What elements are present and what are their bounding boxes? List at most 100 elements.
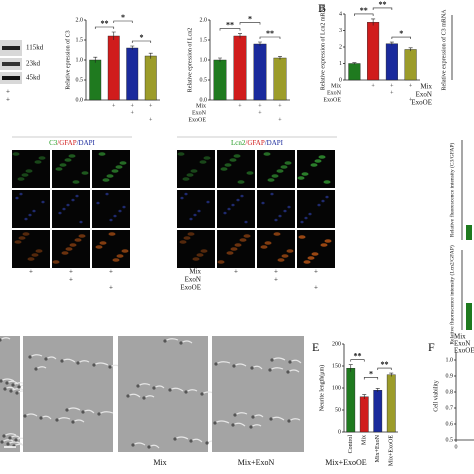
- blot-band: [2, 46, 20, 50]
- cell-body: [179, 341, 183, 345]
- error-bar: [362, 394, 367, 399]
- cell-signal: [21, 173, 29, 177]
- cell-signal: [24, 217, 28, 221]
- cell-signal: [230, 247, 238, 251]
- micrograph: [217, 150, 255, 188]
- cell-body: [23, 414, 27, 418]
- cell-signal: [64, 158, 72, 162]
- cell-signal: [277, 258, 285, 262]
- significance-label: **: [360, 6, 368, 15]
- cell-body: [200, 392, 204, 396]
- cell-signal: [224, 163, 232, 167]
- cell-signal: [187, 232, 195, 236]
- cell-signal: [310, 163, 318, 167]
- significance-bracket: [113, 20, 133, 23]
- brightfield-image: [212, 336, 304, 452]
- cell-body: [2, 434, 6, 438]
- condition-name: ExoOE: [411, 99, 432, 107]
- condition-name: ExoN: [416, 91, 432, 99]
- significance-bracket: [354, 13, 374, 16]
- micrograph: [257, 190, 295, 228]
- significance-bracket: [391, 36, 411, 40]
- cell-signal: [32, 209, 36, 213]
- y-axis-label: Relative fluorescence intensity (Lcn2/GF…: [448, 245, 455, 344]
- cell-signal: [192, 257, 200, 261]
- y-tick-label: 0.7: [446, 405, 454, 411]
- bar: [273, 57, 287, 101]
- cell-body: [65, 408, 69, 412]
- cell-signal: [260, 245, 268, 249]
- bar: [348, 63, 361, 81]
- error-bar: [352, 62, 357, 65]
- error-bar: [389, 372, 394, 377]
- cell-body: [39, 416, 43, 420]
- heading-part: C3: [49, 139, 58, 147]
- y-tick-label: 50: [335, 407, 341, 413]
- cell-body: [213, 421, 217, 425]
- cell-signal: [206, 200, 210, 204]
- bar: [404, 49, 417, 81]
- cell-signal: [223, 211, 227, 215]
- condition-name: Mix: [454, 333, 466, 341]
- cell-body: [173, 437, 177, 441]
- cell-signal: [182, 177, 190, 181]
- condition-mark: +: [409, 83, 413, 89]
- micrograph: [257, 150, 295, 188]
- condition-name: ExoN: [327, 90, 342, 96]
- blot-mark: +: [6, 96, 10, 104]
- cell-body: [17, 385, 21, 389]
- micrograph-heading: Lcn2/GFAP/DAPI: [231, 139, 284, 147]
- cell-signal: [52, 260, 60, 264]
- heading-part: /GFAP: [245, 139, 264, 147]
- significance-label: **: [226, 20, 234, 29]
- cell-body: [44, 357, 48, 361]
- cell-signal: [226, 251, 234, 255]
- condition-mark: +: [274, 268, 278, 276]
- y-tick-label: 0.0: [200, 97, 208, 103]
- condition-mark: +: [149, 103, 153, 109]
- cell-signal: [116, 254, 124, 258]
- y-tick-label: 4: [339, 11, 342, 17]
- x-tick-label: Mix+ExoOE: [389, 435, 395, 466]
- y-axis-label: Relative fluorescence intensity (C3/GFAP…: [448, 143, 455, 238]
- cell-signal: [227, 207, 231, 211]
- error-bar: [375, 388, 380, 392]
- x-tick-label: Mix: [362, 435, 368, 445]
- brightfield-image: [0, 336, 20, 452]
- significance-label: **: [354, 352, 362, 361]
- cell-signal: [58, 211, 62, 215]
- cell-signal: [109, 218, 113, 222]
- cell-body: [0, 440, 4, 444]
- significance-bracket: [350, 359, 365, 362]
- y-tick-label: 0.8: [446, 389, 454, 395]
- condition-mark: +: [69, 268, 73, 276]
- error-bar: [148, 52, 153, 59]
- micrograph: [92, 190, 130, 228]
- y-tick-label: 100: [332, 385, 341, 391]
- cell-body: [108, 365, 112, 369]
- cell-signal: [284, 161, 292, 165]
- cell-signal: [193, 213, 197, 217]
- cell-body: [0, 338, 2, 342]
- condition-mark: +: [238, 103, 242, 109]
- cell-signal: [320, 243, 328, 247]
- y-tick-label: 0.5: [200, 77, 208, 83]
- heading-part: /DAPI: [265, 139, 284, 147]
- cell-signal: [311, 252, 319, 256]
- cell-signal: [14, 240, 22, 244]
- condition-name: Mix: [331, 83, 341, 89]
- y-tick-label: 0: [338, 429, 341, 435]
- cell-signal: [323, 180, 331, 184]
- y-tick-label: 0.0: [76, 97, 84, 103]
- cell-body: [97, 412, 101, 416]
- cell-signal: [281, 254, 289, 258]
- significance-label: *: [140, 33, 144, 42]
- y-tick-label: 200: [332, 341, 341, 347]
- cell-body: [81, 410, 85, 414]
- cell-signal: [25, 169, 33, 173]
- brightfield-image: [23, 336, 113, 452]
- cell-signal: [234, 243, 242, 247]
- y-tick-label: 0.5: [76, 77, 84, 83]
- y-tick-label: 2: [339, 44, 342, 50]
- significance-bracket: [219, 28, 241, 31]
